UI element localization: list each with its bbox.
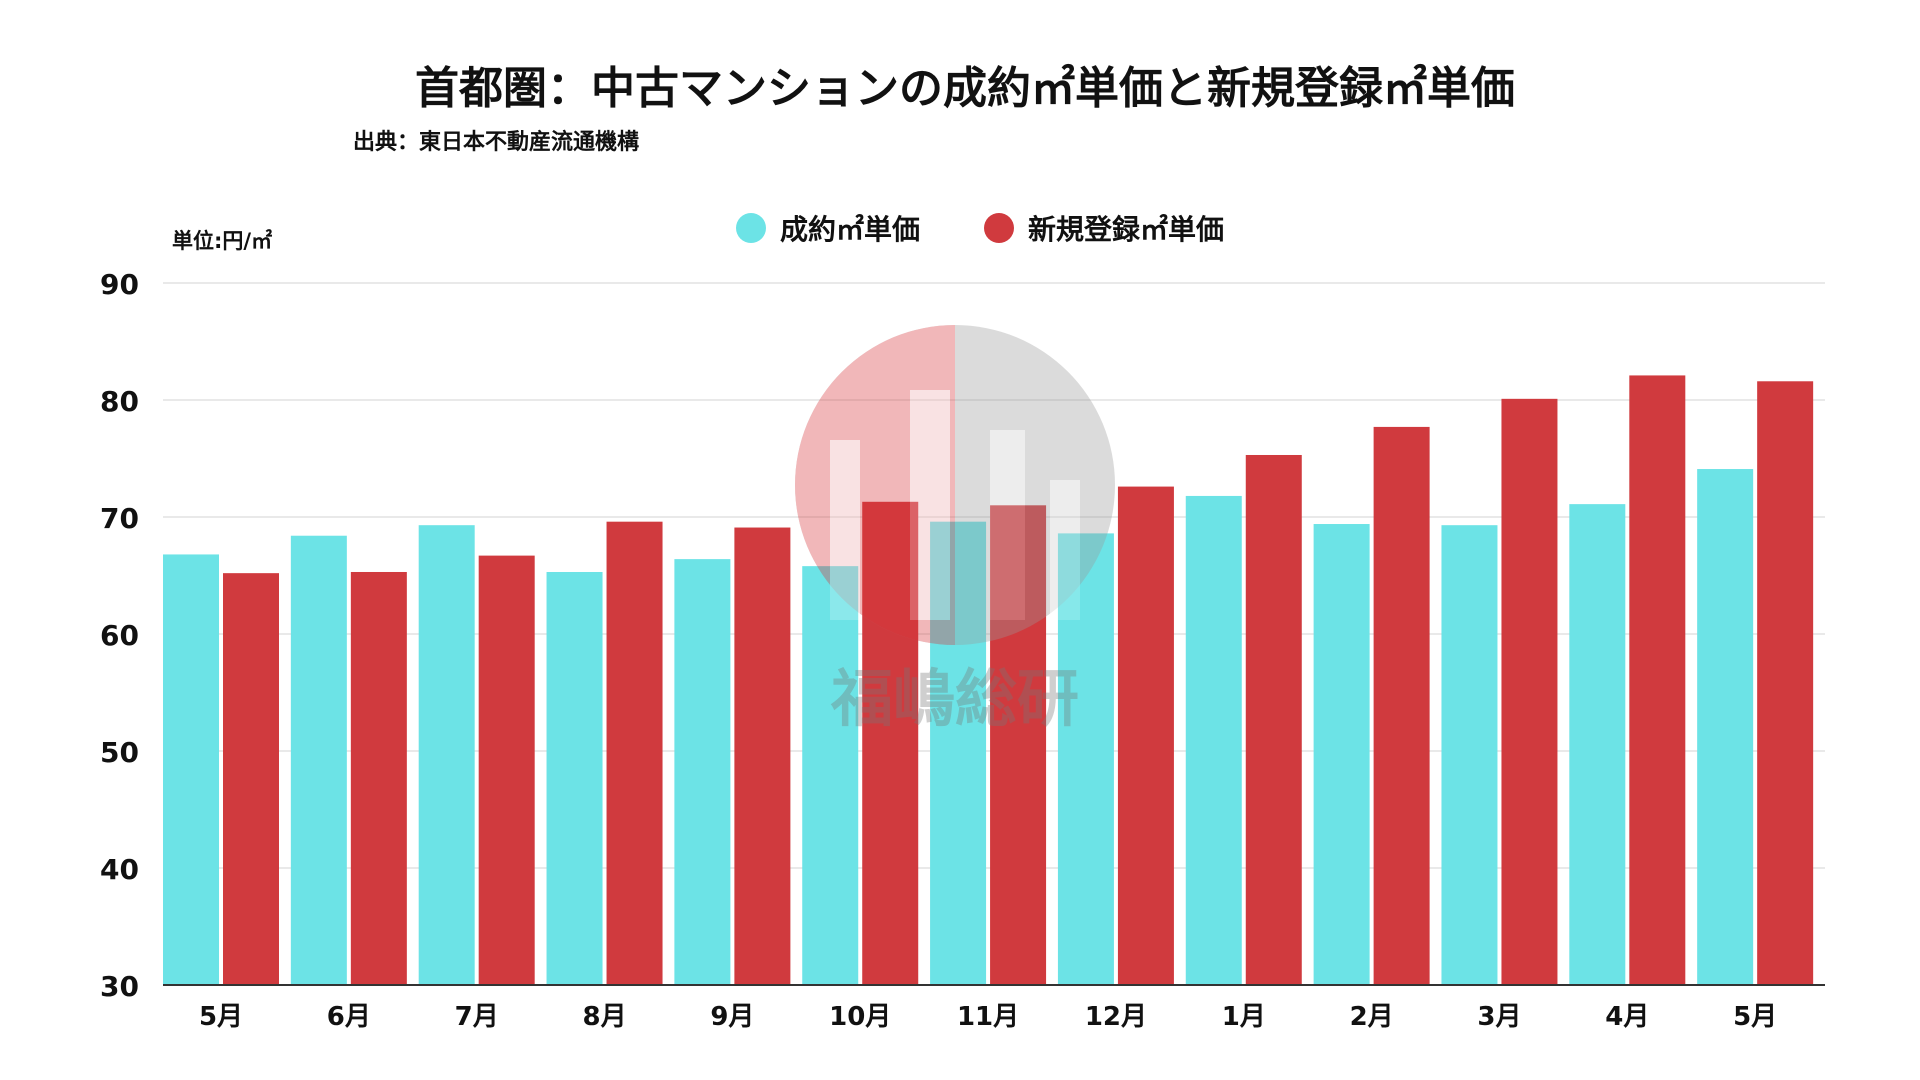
bar-series1 [546,571,603,985]
y-tick-label: 40 [100,853,139,886]
unit-label: 単位:円/㎡ [172,229,273,253]
bar-series2 [350,571,407,985]
bar-series2 [1501,398,1558,986]
bar-series2 [1629,375,1686,985]
y-tick-label: 70 [100,502,139,535]
x-tick-label: 11月 [957,1002,1019,1032]
legend-label-series2: 新規登録㎡単価 [1028,213,1225,246]
bar-series2 [990,505,1047,985]
bar-series2 [1245,454,1302,985]
bar-series1 [418,525,475,985]
x-tick-label: 6月 [327,1002,371,1032]
bar-series2 [734,527,791,985]
legend-label-series1: 成約㎡単価 [779,213,920,246]
x-tick-label: 5月 [199,1002,243,1032]
y-tick-label: 30 [100,970,139,1003]
x-tick-label: 10月 [829,1002,891,1032]
legend-item-series2: 新規登録㎡単価 [984,208,1224,248]
chart-source: 出典：東日本不動産流通機構 [353,130,640,155]
bar-series1 [163,554,219,985]
bar-series1 [802,566,859,985]
x-tick-label: 1月 [1222,1002,1266,1032]
chart-title: 首都圏：中古マンションの成約㎡単価と新規登録㎡単価 [415,63,1515,114]
x-tick-label: 5月 [1733,1002,1777,1032]
bar-series2 [1117,486,1174,985]
bar-series1 [674,559,731,985]
bar-series2 [862,501,919,985]
bar-series2 [1373,426,1430,985]
legend-item-series1: 成約㎡単価 [735,208,920,248]
bar-series1 [930,521,987,985]
bar-series1 [1569,504,1626,985]
x-tick-label: 2月 [1350,1002,1394,1032]
legend-swatch-series1 [735,213,766,243]
bar-series2 [223,573,279,985]
x-tick-label: 4月 [1605,1002,1649,1032]
bar-series2 [478,555,535,985]
bar-series1 [290,535,347,985]
bar-series1 [1185,495,1242,985]
y-tick-label: 90 [100,268,139,301]
bar-series1 [1441,525,1498,985]
bar-series1 [1313,524,1370,985]
bar-series2 [606,521,663,985]
x-tick-label: 9月 [710,1002,754,1032]
y-tick-label: 80 [100,385,139,418]
x-tick-label: 8月 [582,1002,626,1032]
bar-series2 [1757,381,1814,985]
x-tick-label: 12月 [1085,1002,1147,1032]
y-tick-label: 50 [100,736,139,769]
y-tick-label: 60 [100,619,139,652]
legend-swatch-series2 [984,213,1014,243]
x-tick-label: 3月 [1477,1002,1521,1032]
x-tick-label: 7月 [455,1002,499,1032]
bar-series1 [1697,469,1754,985]
legend: 成約㎡単価 新規登録㎡単価 [0,208,1920,248]
bar-series1 [1057,533,1114,985]
